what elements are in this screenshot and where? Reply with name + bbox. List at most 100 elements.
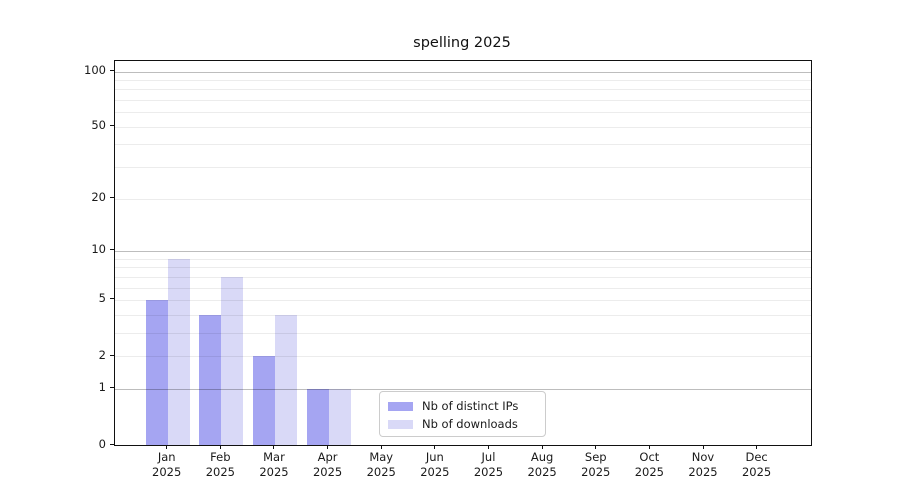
legend: Nb of distinct IPs Nb of downloads [379, 391, 546, 437]
x-tick-month: Aug [530, 450, 554, 464]
x-tick-year: 2025 [420, 465, 450, 479]
x-tick-year: 2025 [366, 465, 396, 479]
gridline-major-100 [115, 71, 811, 73]
gridline-minor-7 [115, 276, 811, 278]
y-tick-label-100: 100 [84, 63, 106, 77]
x-tick-month: Jan [157, 450, 176, 464]
bar-downloads-jan [167, 258, 190, 445]
x-tick-mark-jul [487, 445, 489, 449]
x-tick-label-apr: Apr 2025 [301, 450, 355, 480]
x-tick-year: 2025 [634, 465, 664, 479]
gridline-minor-5 [115, 299, 811, 301]
x-tick-mark-nov [702, 445, 704, 449]
x-tick-label-aug: Aug 2025 [515, 450, 569, 480]
legend-swatch-distinct-ips-icon [388, 401, 413, 411]
x-tick-year: 2025 [741, 465, 772, 479]
x-tick-month: Sep [584, 450, 607, 464]
x-tick-month: Oct [639, 450, 660, 464]
gridline-minor-70 [115, 100, 811, 102]
legend-label-downloads: Nb of downloads [422, 417, 518, 431]
x-tick-year: 2025 [581, 465, 611, 479]
plot-area [114, 60, 812, 446]
x-tick-mark-dec [756, 445, 758, 449]
x-tick-month: Dec [745, 450, 768, 464]
x-tick-label-nov: Nov 2025 [676, 450, 730, 480]
x-tick-month: Nov [691, 450, 715, 464]
y-tick-mark-20 [110, 197, 114, 199]
gridline-minor-3 [115, 332, 811, 334]
y-tick-mark-5 [110, 298, 114, 300]
x-tick-label-dec: Dec 2025 [730, 450, 784, 480]
y-tick-label-10: 10 [91, 242, 106, 257]
x-tick-mark-sep [595, 445, 597, 449]
bar-downloads-apr [328, 388, 351, 445]
x-tick-label-feb: Feb 2025 [193, 450, 247, 480]
bar-distinct-ips-feb [199, 314, 222, 445]
x-tick-label-oct: Oct 2025 [622, 450, 676, 480]
x-tick-month: May [369, 450, 394, 464]
legend-item-distinct-ips: Nb of distinct IPs [388, 397, 537, 415]
gridline-minor-30 [115, 167, 811, 169]
x-tick-month: Jun [425, 450, 444, 464]
gridline-minor-6 [115, 287, 811, 289]
x-tick-mark-jun [434, 445, 436, 449]
gridline-minor-2 [115, 356, 811, 358]
x-tick-mark-mar [273, 445, 275, 449]
y-tick-label-2: 2 [98, 347, 106, 362]
x-tick-year: 2025 [312, 465, 343, 479]
x-tick-year: 2025 [688, 465, 718, 479]
x-tick-year: 2025 [152, 465, 182, 479]
x-tick-month: Feb [210, 450, 231, 464]
x-tick-year: 2025 [473, 465, 504, 479]
x-tick-label-jun: Jun 2025 [408, 450, 462, 480]
bar-downloads-mar [274, 314, 297, 445]
bar-distinct-ips-apr [306, 388, 329, 445]
gridline-major-10 [115, 250, 811, 252]
y-tick-label-0: 0 [98, 436, 106, 451]
x-tick-mark-oct [648, 445, 650, 449]
x-tick-year: 2025 [259, 465, 289, 479]
y-tick-mark-50 [110, 125, 114, 127]
x-tick-label-jul: Jul 2025 [461, 450, 515, 480]
gridline-minor-80 [115, 89, 811, 91]
bar-distinct-ips-jan [145, 299, 168, 445]
x-tick-year: 2025 [527, 465, 557, 479]
x-tick-mark-jan [166, 445, 168, 449]
x-tick-label-jan: Jan 2025 [140, 450, 194, 480]
y-tick-mark-10 [110, 249, 114, 251]
x-tick-mark-apr [327, 445, 329, 449]
gridline-major-1 [115, 388, 811, 390]
y-tick-mark-1 [110, 387, 114, 389]
x-tick-label-sep: Sep 2025 [569, 450, 623, 480]
gridline-minor-4 [115, 314, 811, 316]
chart-title: spelling 2025 [413, 35, 511, 51]
y-tick-label-1: 1 [98, 380, 106, 395]
gridline-minor-20 [115, 198, 811, 200]
y-tick-mark-100 [110, 70, 114, 71]
x-tick-mark-aug [541, 445, 543, 449]
gridline-minor-8 [115, 267, 811, 269]
y-tick-label-5: 5 [98, 291, 106, 306]
x-tick-month: Mar [263, 450, 285, 464]
y-tick-mark-0 [110, 443, 114, 445]
bar-downloads-feb [221, 276, 244, 445]
x-tick-month: Apr [317, 450, 338, 464]
x-tick-mark-may [380, 445, 382, 449]
x-tick-label-mar: Mar 2025 [247, 450, 301, 480]
x-tick-year: 2025 [205, 465, 235, 479]
gridline-minor-40 [115, 144, 811, 146]
gridline-minor-60 [115, 112, 811, 114]
legend-swatch-downloads-icon [388, 419, 413, 429]
bar-distinct-ips-mar [252, 356, 275, 445]
legend-item-downloads: Nb of downloads [388, 415, 537, 433]
y-tick-label-20: 20 [91, 190, 106, 205]
gridline-minor-50 [115, 126, 811, 128]
y-tick-label-50: 50 [91, 118, 106, 133]
x-tick-label-may: May 2025 [354, 450, 408, 480]
y-tick-mark-2 [110, 354, 114, 356]
legend-label-distinct-ips: Nb of distinct IPs [422, 399, 519, 413]
gridline-minor-9 [115, 258, 811, 260]
x-tick-month: Jul [481, 450, 496, 464]
gridline-minor-90 [115, 79, 811, 81]
